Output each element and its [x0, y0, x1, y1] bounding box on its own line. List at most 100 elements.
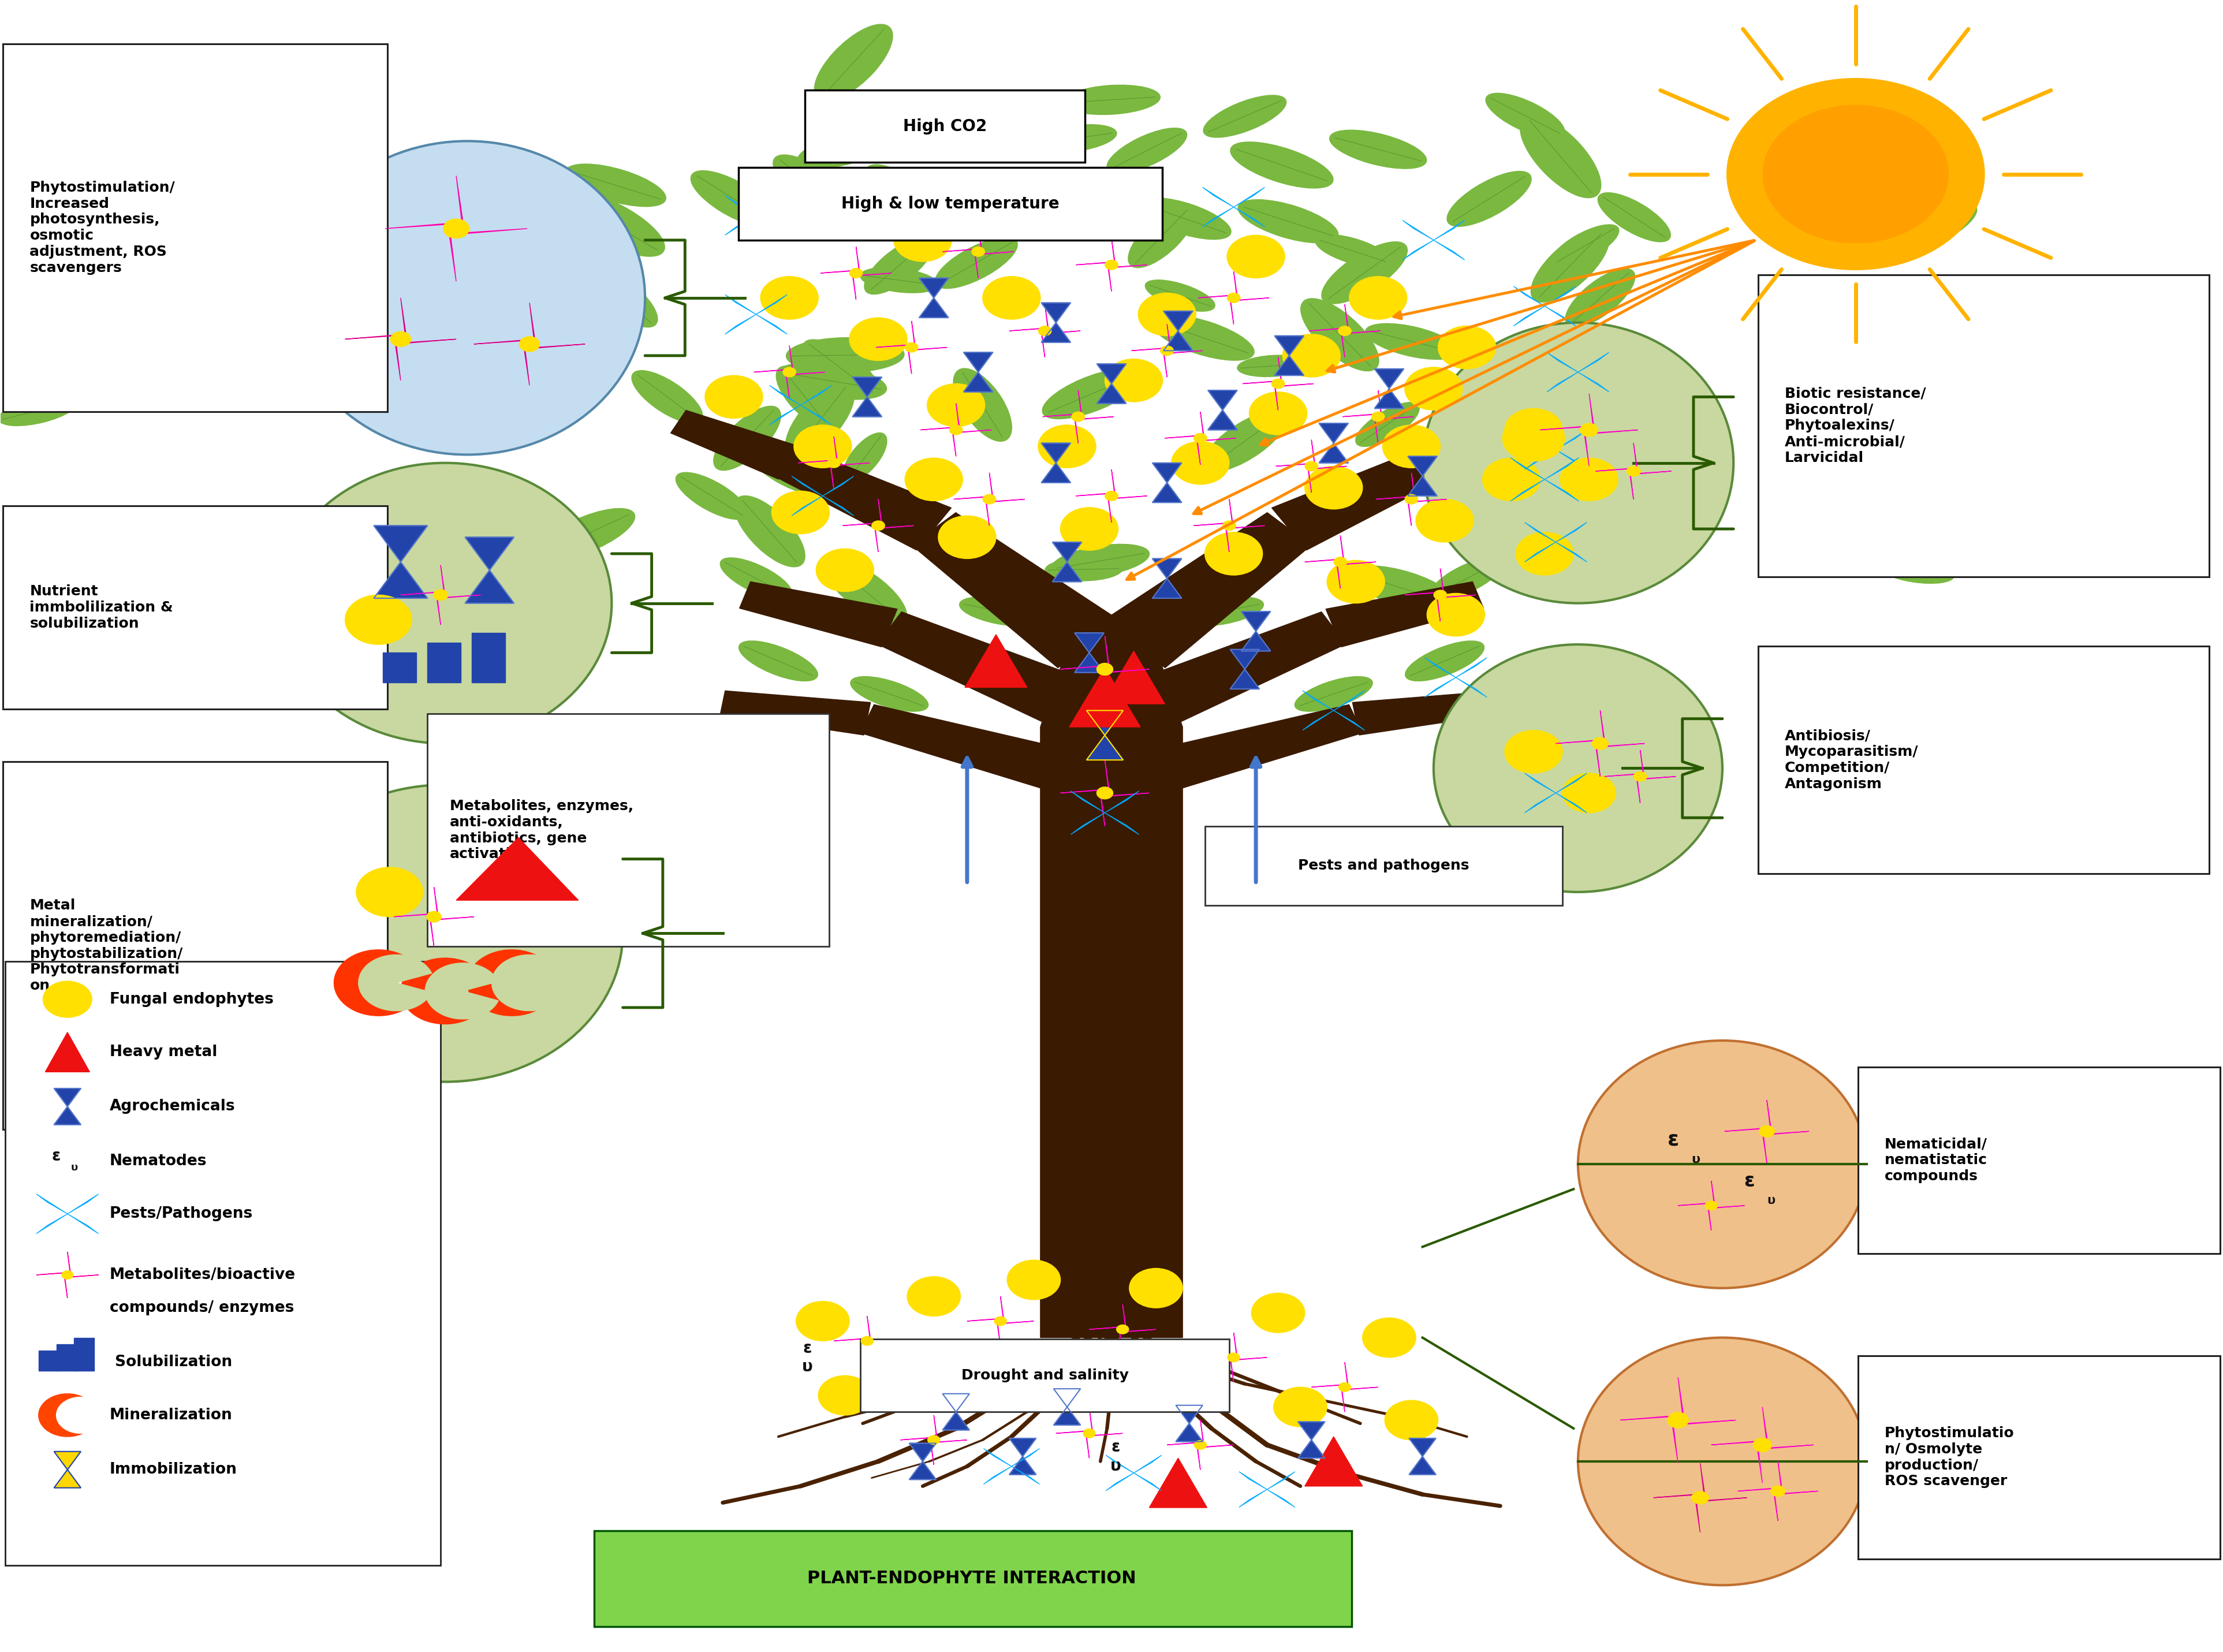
- Polygon shape: [909, 1462, 936, 1480]
- Polygon shape: [1138, 611, 1345, 725]
- Circle shape: [1272, 378, 1285, 388]
- Polygon shape: [1547, 352, 1578, 372]
- Polygon shape: [876, 320, 947, 373]
- Polygon shape: [67, 1214, 98, 1234]
- Polygon shape: [1376, 472, 1447, 525]
- Circle shape: [1160, 345, 1174, 355]
- Polygon shape: [967, 1297, 1034, 1346]
- Circle shape: [1563, 773, 1616, 813]
- Polygon shape: [1134, 1474, 1163, 1490]
- Circle shape: [1385, 1401, 1438, 1441]
- Circle shape: [356, 867, 422, 917]
- Polygon shape: [1040, 443, 1071, 463]
- Circle shape: [1194, 433, 1207, 443]
- Polygon shape: [956, 190, 987, 210]
- Circle shape: [1327, 560, 1385, 603]
- Circle shape: [1083, 193, 1140, 236]
- Circle shape: [1040, 1351, 1094, 1391]
- Polygon shape: [1152, 463, 1183, 482]
- Ellipse shape: [1294, 677, 1372, 712]
- Polygon shape: [1525, 773, 1556, 793]
- Circle shape: [1705, 1201, 1718, 1211]
- Polygon shape: [1060, 760, 1149, 826]
- Polygon shape: [1203, 206, 1234, 226]
- Ellipse shape: [1238, 200, 1338, 243]
- Ellipse shape: [1549, 373, 1641, 420]
- Polygon shape: [1556, 522, 1587, 542]
- Ellipse shape: [1316, 235, 1389, 268]
- Polygon shape: [1011, 1467, 1040, 1483]
- Polygon shape: [1105, 813, 1138, 834]
- Ellipse shape: [798, 131, 891, 169]
- Polygon shape: [1194, 499, 1265, 552]
- FancyBboxPatch shape: [1758, 274, 2210, 577]
- Polygon shape: [1596, 443, 1672, 499]
- Text: Nematodes: Nematodes: [109, 1153, 207, 1168]
- Polygon shape: [1234, 206, 1265, 226]
- Ellipse shape: [774, 155, 854, 215]
- Polygon shape: [1712, 1408, 1814, 1483]
- Polygon shape: [954, 472, 1025, 525]
- Ellipse shape: [327, 316, 413, 363]
- Ellipse shape: [1405, 641, 1485, 681]
- FancyBboxPatch shape: [1758, 646, 2210, 874]
- Polygon shape: [1149, 1459, 1207, 1508]
- Polygon shape: [820, 246, 891, 299]
- Ellipse shape: [1051, 544, 1149, 577]
- Circle shape: [427, 912, 440, 922]
- Polygon shape: [1309, 304, 1380, 357]
- Polygon shape: [1514, 286, 1545, 306]
- Text: ε
υ: ε υ: [803, 1340, 814, 1374]
- Ellipse shape: [1145, 279, 1216, 311]
- Polygon shape: [345, 297, 456, 380]
- Ellipse shape: [691, 170, 778, 226]
- Circle shape: [1223, 520, 1236, 530]
- Polygon shape: [1303, 710, 1334, 730]
- Ellipse shape: [1618, 430, 1665, 484]
- Polygon shape: [53, 1470, 80, 1488]
- Bar: [471, 633, 505, 682]
- Ellipse shape: [1031, 124, 1116, 152]
- Text: υ: υ: [1692, 1153, 1701, 1165]
- Polygon shape: [1305, 1437, 1363, 1487]
- Circle shape: [983, 494, 996, 504]
- Polygon shape: [1229, 669, 1260, 689]
- Polygon shape: [1105, 791, 1138, 813]
- Polygon shape: [1305, 535, 1376, 588]
- Polygon shape: [1132, 324, 1203, 377]
- Circle shape: [1505, 730, 1563, 773]
- Circle shape: [1038, 325, 1051, 335]
- Text: ε: ε: [51, 1148, 60, 1165]
- Polygon shape: [756, 195, 787, 215]
- Circle shape: [927, 1436, 940, 1444]
- Ellipse shape: [560, 192, 665, 256]
- Circle shape: [1405, 367, 1463, 410]
- Polygon shape: [53, 1452, 80, 1470]
- Ellipse shape: [1447, 172, 1532, 226]
- Circle shape: [1163, 1368, 1216, 1408]
- Polygon shape: [1525, 793, 1556, 813]
- Ellipse shape: [931, 101, 1025, 131]
- Polygon shape: [769, 405, 800, 425]
- Circle shape: [1194, 1441, 1207, 1449]
- Text: Drought and salinity: Drought and salinity: [960, 1368, 1129, 1383]
- FancyBboxPatch shape: [805, 89, 1085, 162]
- Circle shape: [929, 1360, 983, 1399]
- Polygon shape: [1298, 1422, 1325, 1441]
- Ellipse shape: [785, 383, 854, 458]
- Polygon shape: [1545, 479, 1578, 501]
- Polygon shape: [1423, 410, 1552, 479]
- Circle shape: [1483, 458, 1541, 501]
- Circle shape: [1338, 325, 1352, 335]
- Circle shape: [1007, 1260, 1060, 1300]
- Circle shape: [905, 342, 918, 352]
- Circle shape: [849, 317, 907, 360]
- Polygon shape: [834, 1317, 900, 1366]
- Polygon shape: [1318, 443, 1349, 463]
- Polygon shape: [1578, 352, 1609, 372]
- Text: Metal
mineralization/
phytoremediation/
phytostabilization/
Phytotransformati
on: Metal mineralization/ phytoremediation/ …: [29, 899, 182, 993]
- Ellipse shape: [936, 238, 1018, 289]
- Ellipse shape: [1203, 96, 1287, 137]
- Circle shape: [905, 458, 963, 501]
- Ellipse shape: [1423, 322, 1734, 603]
